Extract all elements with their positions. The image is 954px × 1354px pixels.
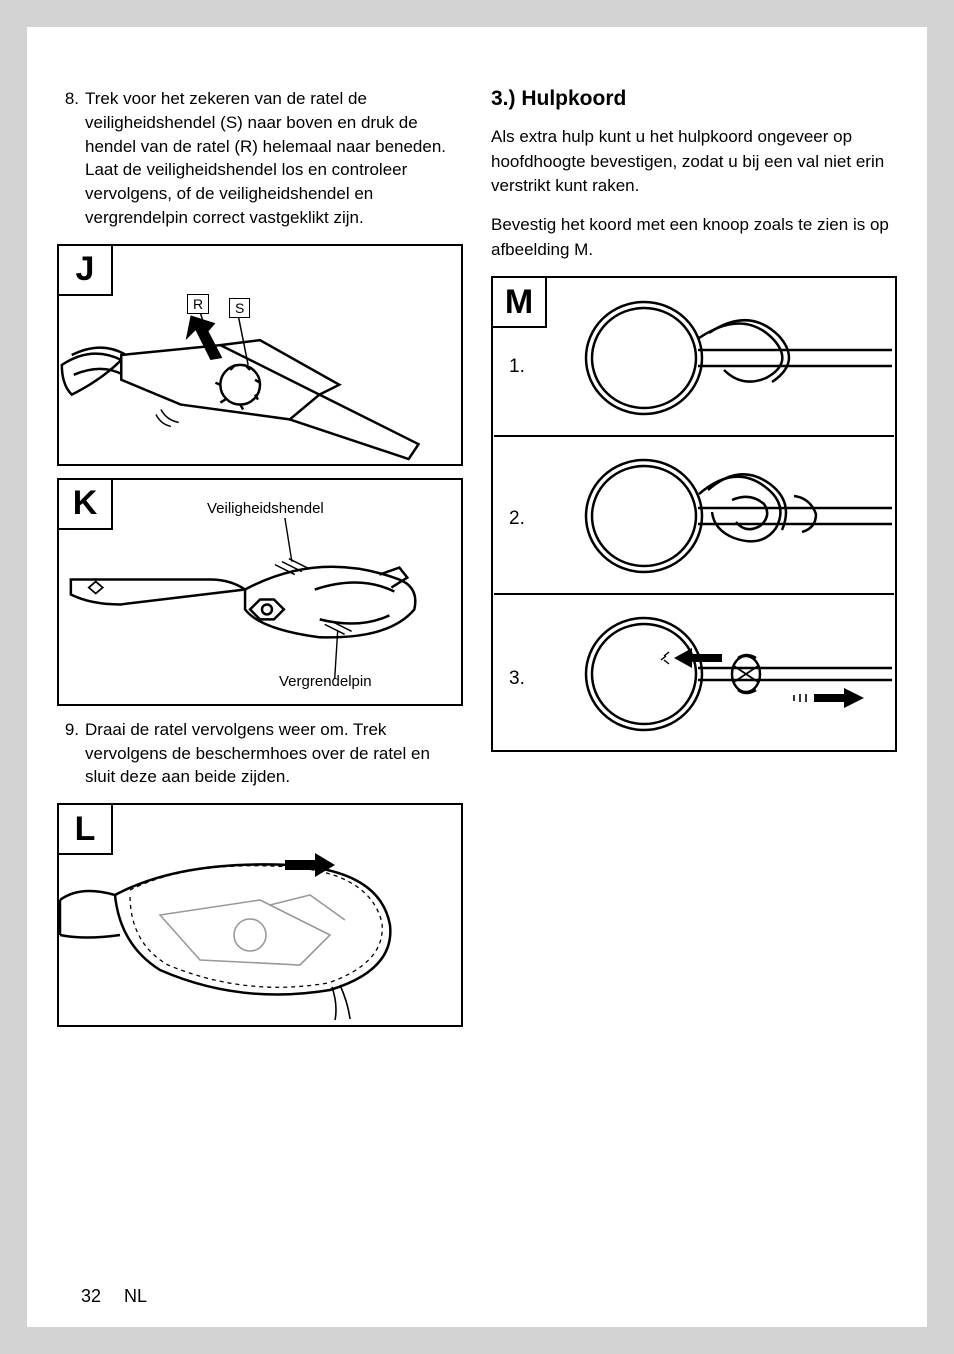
figure-m-step1: 1. [509,356,525,378]
step-8: 8. Trek voor het zekeren van de ratel de… [57,87,463,230]
figure-m-step3: 3. [509,668,525,690]
step-text: Trek voor het zekeren van de ratel de ve… [85,87,463,230]
figure-l-drawing [59,805,461,1025]
figure-k-caption-bottom: Vergrendelpin [279,673,372,690]
figure-l-label: L [57,803,113,855]
paragraph-1: Als extra hulp kunt u het hulpkoord onge… [491,125,897,199]
step-number: 9. [57,718,79,789]
figure-k-caption-top: Veiligheidshendel [207,500,324,517]
part-label-r: R [187,294,209,314]
right-column: 3.) Hulpkoord Als extra hulp kunt u het … [491,87,897,1039]
step-text: Draai de ratel vervolgens weer om. Trek … [85,718,463,789]
figure-m-drawing [493,278,895,750]
step-list-2: 9. Draai de ratel vervolgens weer om. Tr… [57,718,463,789]
figure-k: K Veiligheidshendel Vergrendelpin [57,478,463,706]
step-9: 9. Draai de ratel vervolgens weer om. Tr… [57,718,463,789]
page-number: 32 [81,1286,101,1306]
figure-l: L [57,803,463,1027]
figure-m: M 1. 2. 3. [491,276,897,752]
paragraph-2: Bevestig het koord met een knoop zoals t… [491,213,897,262]
figure-m-label: M [491,276,547,328]
page-language: NL [124,1286,147,1306]
page-footer: 32 NL [81,1286,147,1307]
figure-k-label: K [57,478,113,530]
left-column: 8. Trek voor het zekeren van de ratel de… [57,87,463,1039]
figure-j: J R S [57,244,463,466]
figure-j-label: J [57,244,113,296]
figure-j-drawing [59,246,461,464]
part-label-s: S [229,298,250,318]
step-number: 8. [57,87,79,230]
step-list: 8. Trek voor het zekeren van de ratel de… [57,87,463,230]
section-heading: 3.) Hulpkoord [491,87,897,111]
figure-m-step2: 2. [509,508,525,530]
